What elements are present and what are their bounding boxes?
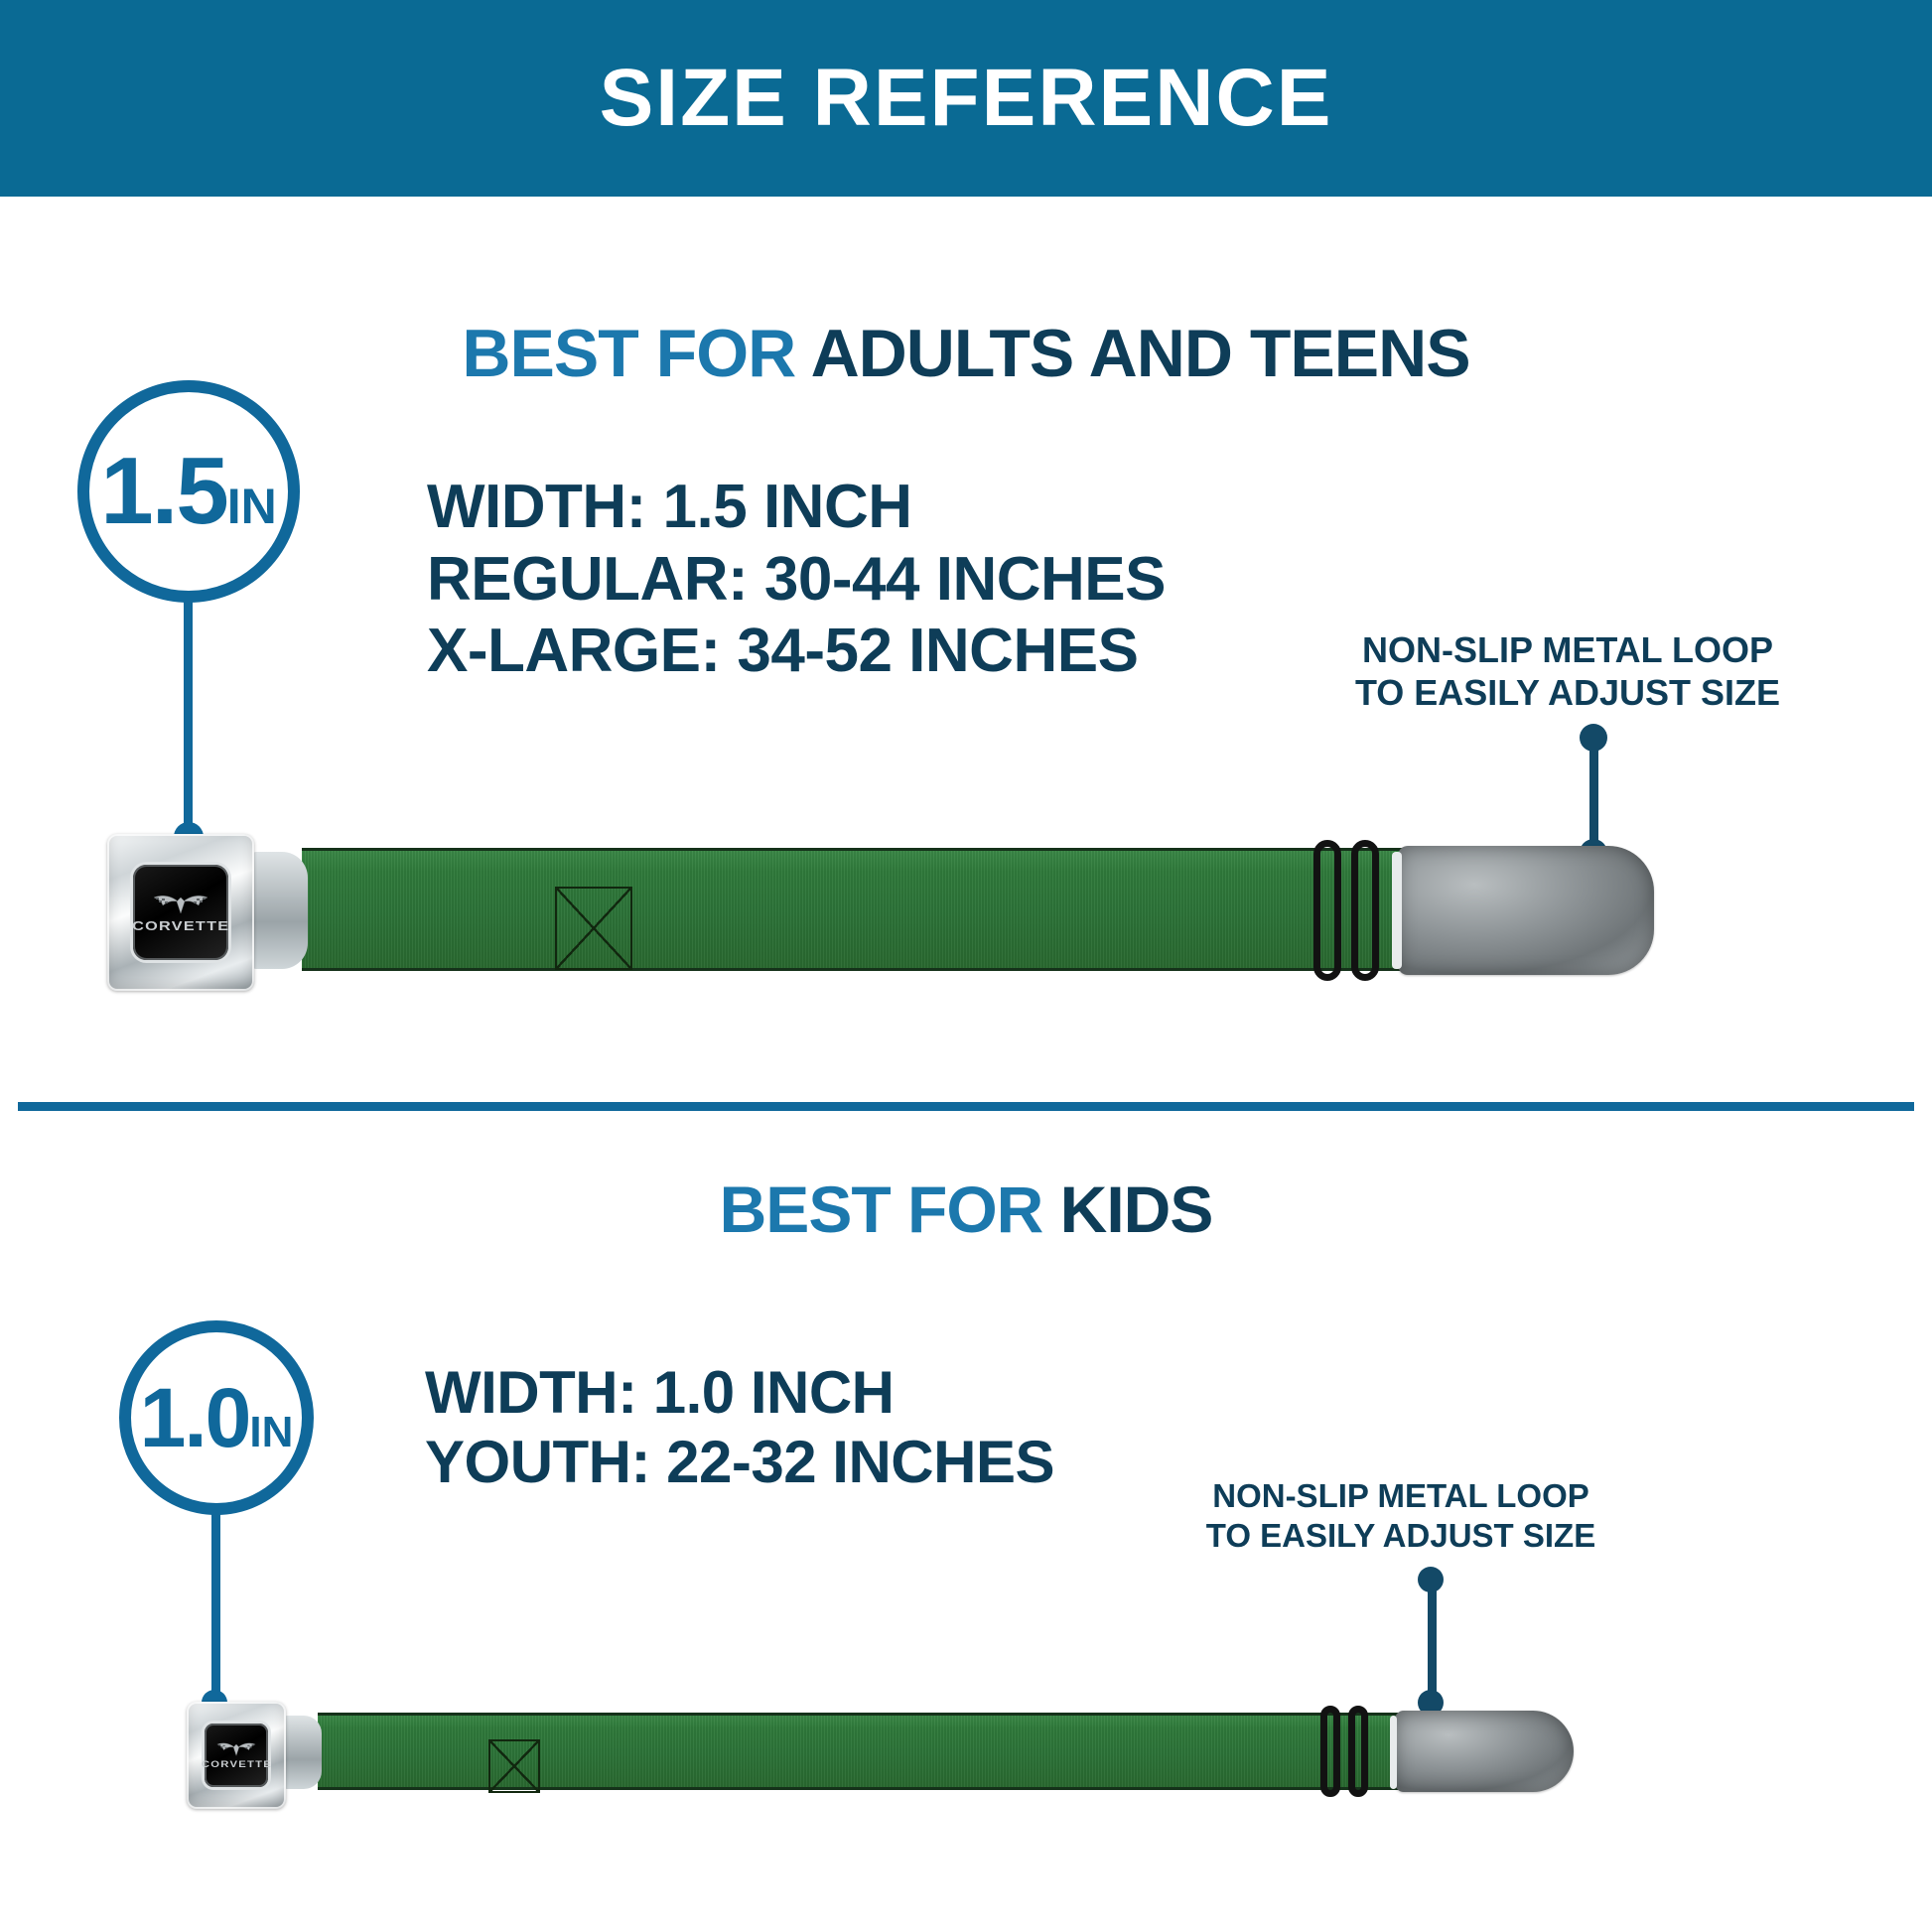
callout-metal-loop-adults: NON-SLIP METAL LOOP TO EASILY ADJUST SIZ… (1333, 628, 1802, 714)
metal-adjuster-loop-1 (1320, 1706, 1340, 1797)
callout-line-2: TO EASILY ADJUST SIZE (1354, 672, 1781, 714)
seatbelt-buckle: CORVETTE (187, 1702, 286, 1809)
seatbelt-product-1-5in: CORVETTE (107, 834, 1914, 991)
size-badge-label: 1.0 IN (140, 1376, 294, 1459)
header-banner: SIZE REFERENCE (0, 0, 1932, 197)
callout-line-1: NON-SLIP METAL LOOP (1212, 1477, 1589, 1514)
seatbelt-product-1-0in: CORVETTE (187, 1702, 1676, 1809)
metal-adjuster-loop-2 (1348, 1706, 1368, 1797)
buckle-logo-word: CORVETTE (201, 1759, 272, 1769)
section-divider (18, 1102, 1914, 1111)
buckle-logo-plate: CORVETTE (201, 1724, 270, 1787)
buckle-neck (284, 1716, 322, 1789)
tongue-lip (1390, 1716, 1397, 1789)
size-badge-1-5in: 1.5 IN (77, 380, 300, 603)
section-heading-prefix: BEST FOR (719, 1173, 1060, 1246)
badge-leader-line-1-0in (211, 1509, 220, 1708)
callout-leader-line-kids (1428, 1579, 1437, 1706)
buckle-logo-word: CORVETTE (131, 917, 230, 933)
size-badge-unit: IN (249, 1408, 294, 1456)
section-heading-emphasis: ADULTS AND TEENS (810, 316, 1471, 391)
section-heading-prefix: BEST FOR (462, 316, 811, 391)
spec-line-youth: YOUTH: 22-32 INCHES (425, 1429, 1054, 1496)
section-heading-adults: BEST FOR ADULTS AND TEENS (0, 320, 1932, 387)
size-badge-unit: IN (226, 479, 277, 534)
belt-webbing (318, 1713, 1438, 1793)
metal-adjuster-loop-1 (1313, 840, 1341, 981)
metal-tongue-end (1395, 1711, 1574, 1792)
buckle-logo-plate: CORVETTE (131, 865, 230, 960)
section-heading-kids: BEST FOR KIDS (0, 1176, 1932, 1242)
page-title: SIZE REFERENCE (599, 53, 1333, 143)
belt-webbing (302, 848, 1493, 971)
spec-line-xlarge: X-LARGE: 34-52 INCHES (427, 617, 1139, 686)
badge-leader-line-1-5in (184, 596, 193, 839)
spec-line-width: WIDTH: 1.0 INCH (425, 1359, 895, 1426)
spec-line-regular: REGULAR: 30-44 INCHES (427, 544, 1166, 614)
tongue-lip (1392, 852, 1402, 969)
spec-list-adults: WIDTH: 1.5 INCH REGULAR: 30-44 INCHES X-… (427, 472, 1166, 688)
size-badge-number: 1.5 (100, 438, 228, 544)
callout-line-1: NON-SLIP METAL LOOP (1361, 629, 1774, 670)
metal-adjuster-loop-2 (1351, 840, 1379, 981)
spec-line-width: WIDTH: 1.5 INCH (427, 473, 912, 541)
section-heading-emphasis: KIDS (1059, 1173, 1214, 1246)
size-badge-1-0in: 1.0 IN (119, 1320, 314, 1515)
box-x-stitch (488, 1739, 540, 1793)
buckle-neck (252, 852, 308, 969)
corvette-crossed-flags-icon (216, 1742, 256, 1756)
spec-list-kids: WIDTH: 1.0 INCH YOUTH: 22-32 INCHES (425, 1358, 1054, 1497)
size-badge-number: 1.0 (139, 1371, 252, 1464)
callout-metal-loop-kids: NON-SLIP METAL LOOP TO EASILY ADJUST SIZ… (1179, 1476, 1622, 1555)
corvette-crossed-flags-icon (153, 895, 208, 914)
size-badge-label: 1.5 IN (100, 444, 276, 539)
metal-tongue-end (1398, 846, 1654, 975)
box-x-stitch (555, 887, 632, 970)
callout-leader-line-adults (1589, 737, 1598, 856)
seatbelt-buckle: CORVETTE (107, 834, 254, 991)
callout-line-2: TO EASILY ADJUST SIZE (1205, 1516, 1596, 1554)
